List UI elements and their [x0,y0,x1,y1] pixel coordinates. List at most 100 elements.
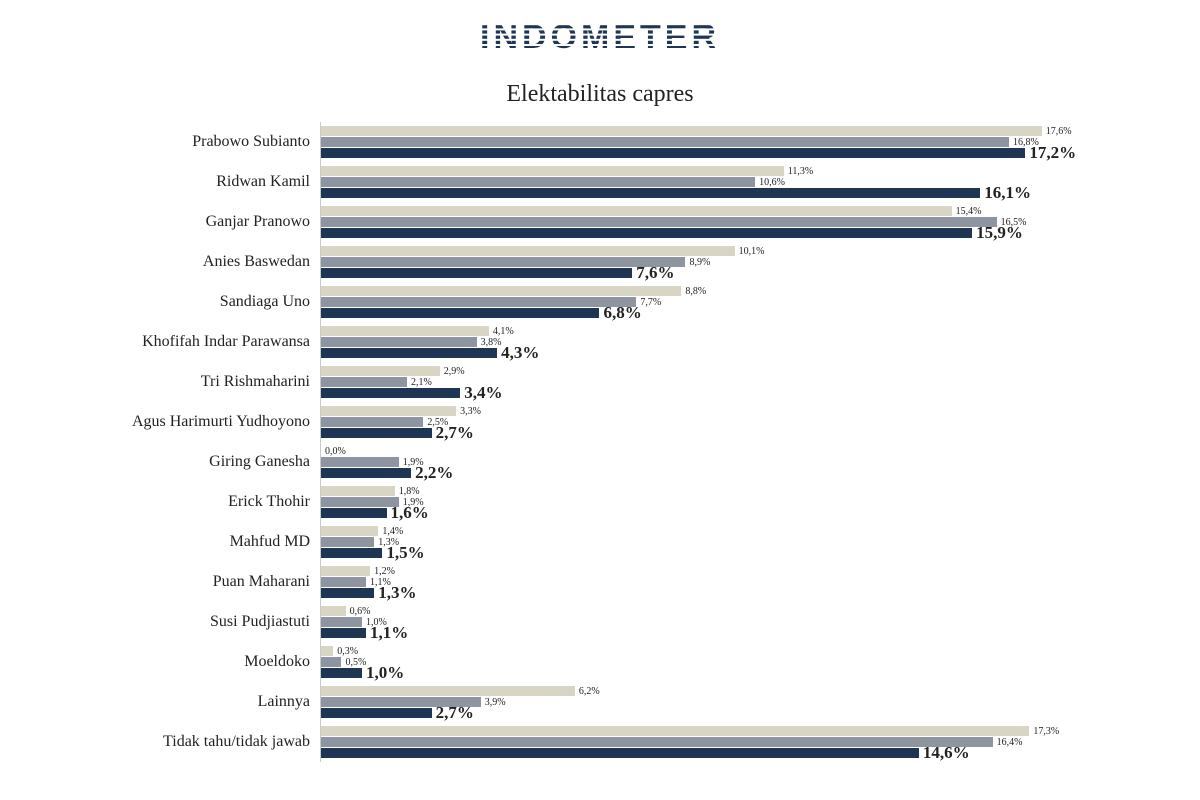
bar-value: 2,7% [436,423,474,443]
bar [321,166,784,176]
bar-group: 8,8% 7,7%6,8% [320,282,1140,322]
chart-row: Tidak tahu/tidak jawab17,3%16,4%14,6% [60,722,1140,762]
electability-chart: Prabowo Subianto17,6%16,8%17,2%Ridwan Ka… [60,122,1140,762]
category-label: Agus Harimurti Yudhoyono [60,413,320,431]
bar-group: 0,3%0,5%1,0% [320,642,1140,682]
chart-row: Anies Baswedan 10,1% 8,9% 7,6% [60,242,1140,282]
category-label: Ridwan Kamil [60,173,320,191]
bar [321,628,366,638]
bar-value: 11,3% [788,166,813,177]
chart-row: Ganjar Pranowo15,4%16,5%15,9% [60,202,1140,242]
bar [321,308,599,318]
bar [321,246,735,256]
bar-value: 3,4% [464,383,502,403]
bar-group: 1,2%1,1%1,3% [320,562,1140,602]
chart-row: Prabowo Subianto17,6%16,8%17,2% [60,122,1140,162]
chart-row: Susi Pudjiastuti0,6%1,0%1,1% [60,602,1140,642]
bar-value: 3,3% [460,406,481,417]
bar [321,548,382,558]
bar-value: 1,4% [382,526,403,537]
bar-group: 17,3%16,4%14,6% [320,722,1140,762]
bar [321,606,346,616]
bar [321,228,972,238]
bar [321,326,489,336]
bar-value: 1,3% [378,583,416,603]
bar [321,748,919,758]
category-label: Erick Thohir [60,493,320,511]
bar-value: 4,3% [501,343,539,363]
bar-value: 3,9% [485,697,506,708]
bar [321,148,1025,158]
bar-value: 16,1% [984,183,1031,203]
bar [321,268,632,278]
indometer-logo-svg: INDOMETER [420,18,780,56]
bar-group: 0,0%1,9%2,2% [320,442,1140,482]
chart-row: Sandiaga Uno 8,8% 7,7%6,8% [60,282,1140,322]
bar-value: 4,1% [493,326,514,337]
chart-row: Mahfud MD1,4%1,3%1,5% [60,522,1140,562]
bar-value: 0,6% [350,606,371,617]
bar-value: 1,0% [366,663,404,683]
bar [321,337,477,347]
category-label: Susi Pudjiastuti [60,613,320,631]
bar-group: 11,3%10,6%16,1% [320,162,1140,202]
bar [321,188,980,198]
bar [321,486,395,496]
bar [321,217,997,227]
category-label: Puan Maharani [60,573,320,591]
bar-value: 1,6% [391,503,429,523]
category-label: Sandiaga Uno [60,293,320,311]
bar-value: 2,9% [444,366,465,377]
bar-value: 8,8% [685,286,706,297]
bar [321,526,378,536]
bar-group: 0,6%1,0%1,1% [320,602,1140,642]
bar-group: 17,6%16,8%17,2% [320,122,1140,162]
category-label: Prabowo Subianto [60,133,320,151]
bar-value: 1,5% [386,543,424,563]
bar-value: 16,4% [997,737,1023,748]
bar [321,617,362,627]
bar [321,737,993,747]
bar [321,406,456,416]
bar-group: 6,2%3,9%2,7% [320,682,1140,722]
category-label: Anies Baswedan [60,253,320,271]
bar [321,297,636,307]
bar-value: 15,9% [976,223,1023,243]
bar-value: 17,3% [1033,726,1059,737]
bar-value: 0,3% [337,646,358,657]
bar [321,708,432,718]
chart-row: Agus Harimurti Yudhoyono3,3%2,5%2,7% [60,402,1140,442]
bar-group: 1,4%1,3%1,5% [320,522,1140,562]
bar-group: 15,4%16,5%15,9% [320,202,1140,242]
bar-value: 6,2% [579,686,600,697]
bar [321,428,432,438]
chart-row: Moeldoko0,3%0,5%1,0% [60,642,1140,682]
category-label: Tri Rishmaharini [60,373,320,391]
bar [321,177,755,187]
bar [321,257,685,267]
bar [321,566,370,576]
bar-value: 7,6% [636,263,674,283]
category-label: Moeldoko [60,653,320,671]
bar [321,537,374,547]
bar-value: 0,0% [325,446,346,457]
bar-value: 10,1% [739,246,765,257]
chart-row: Khofifah Indar Parawansa4,1%3,8%4,3% [60,322,1140,362]
chart-row: Giring Ganesha0,0%1,9%2,2% [60,442,1140,482]
bar [321,286,681,296]
bar-group: 4,1%3,8%4,3% [320,322,1140,362]
bar-value: 7,7% [640,297,661,308]
category-label: Mahfud MD [60,533,320,551]
chart-row: Ridwan Kamil11,3%10,6%16,1% [60,162,1140,202]
bar-value: 1,1% [370,623,408,643]
bar-value: 6,8% [603,303,641,323]
category-label: Khofifah Indar Parawansa [60,333,320,351]
bar-value: 1,8% [399,486,420,497]
bar-value: 8,9% [689,257,710,268]
category-label: Ganjar Pranowo [60,213,320,231]
bar [321,126,1042,136]
bar [321,497,399,507]
bar-value: 15,4% [956,206,982,217]
bar [321,348,497,358]
bar-value: 0,5% [345,657,366,668]
